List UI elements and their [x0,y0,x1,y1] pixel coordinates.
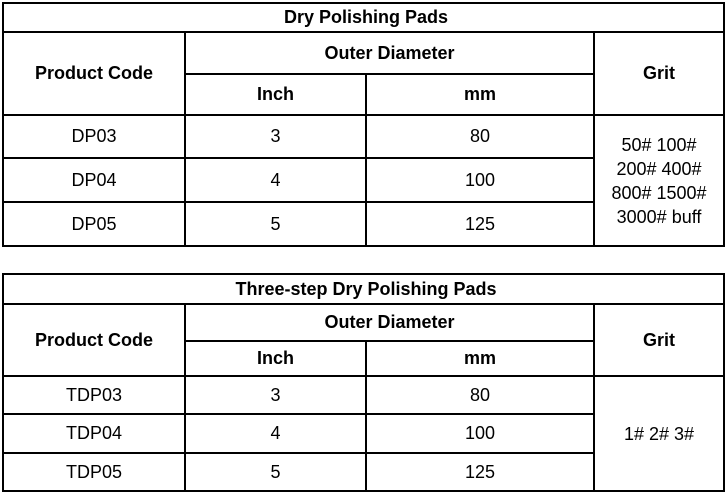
table-row: TDP05 5 125 [2,452,724,492]
inch-cell: 5 [184,452,367,492]
header-row-2: Inch mm [3,73,724,116]
table-title: Three-step Dry Polishing Pads [2,273,725,305]
mm-cell: 125 [365,452,595,492]
product-code-cell: DP05 [2,201,186,247]
product-code-cell: TDP05 [2,452,186,492]
product-code-cell: TDP03 [2,375,186,415]
inch-cell: 4 [184,413,367,454]
table-title: Dry Polishing Pads [1,2,725,33]
grit-values-cell: 50# 100# 200# 400# 800# 1500# 3000# buff [592,114,725,247]
header-mm: mm [365,340,595,377]
header-grit: Grit [592,31,725,116]
table-title-row: Three-step Dry Polishing Pads [2,273,725,305]
mm-cell: 80 [365,114,595,159]
grit-line: 200# 400# [616,158,702,179]
mm-cell: 100 [365,413,595,454]
table-row: DP05 5 125 [2,201,724,247]
header-product-code: Product Code [2,303,186,377]
mm-cell: 100 [365,157,595,203]
table-title-row: Dry Polishing Pads [1,2,725,33]
grit-line: 800# 1500# [611,182,707,203]
header-outer-diameter: Outer Diameter [184,31,595,75]
header-inch: Inch [184,73,367,116]
product-code-cell: TDP04 [2,413,186,454]
grit-line: 50# 100# [621,134,697,155]
three-step-dry-polishing-pads-table: Three-step Dry Polishing Pads Product Co… [2,273,725,492]
header-row-1: Product Code Outer Diameter Grit [2,31,725,116]
inch-cell: 3 [184,375,367,415]
mm-cell: 80 [365,375,595,415]
grit-line: 1# 2# 3# [623,423,695,444]
product-code-cell: DP04 [2,157,186,203]
header-mm: mm [365,73,595,116]
dry-polishing-pads-table: Dry Polishing Pads Product Code Outer Di… [1,2,725,247]
header-inch: Inch [184,340,367,377]
inch-cell: 4 [184,157,367,203]
grit-line: 3000# buff [616,206,702,227]
header-outer-diameter: Outer Diameter [184,303,595,342]
table-row: TDP03 3 80 1# 2# 3# [2,375,725,492]
product-code-cell: DP03 [2,114,186,159]
header-product-code: Product Code [2,31,186,116]
header-row-1: Product Code Outer Diameter Grit [2,303,725,377]
table-row: DP03 3 80 50# 100# 200# 400# 800# 1500# … [2,114,725,247]
mm-cell: 125 [365,201,595,247]
table-row: TDP04 4 100 [2,413,724,454]
header-grit: Grit [593,303,725,377]
grit-values-cell: 1# 2# 3# [593,375,725,492]
header-row-2: Inch mm [3,340,724,377]
inch-cell: 5 [184,201,367,247]
inch-cell: 3 [184,114,367,159]
table-row: DP04 4 100 [2,157,724,203]
